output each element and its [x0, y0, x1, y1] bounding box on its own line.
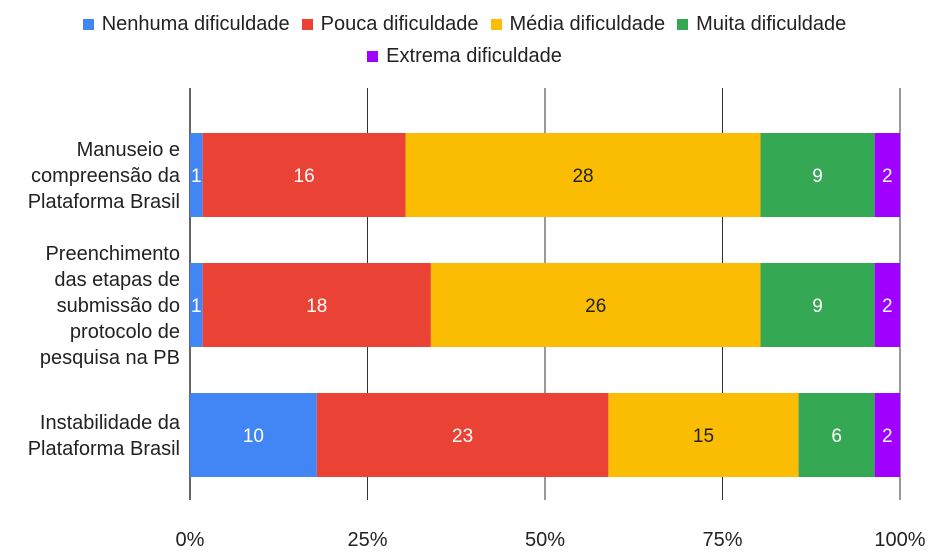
legend-label: Muita dificuldade [696, 12, 847, 35]
data-label: 9 [812, 296, 823, 317]
x-tick-label: 75% [702, 529, 742, 551]
legend-label: Nenhuma dificuldade [101, 12, 290, 35]
bar-segment [874, 133, 900, 217]
x-tick-label: 25% [347, 529, 387, 551]
data-label: 1 [191, 166, 202, 187]
category-label: Instabilidade da Plataforma Brasil [28, 412, 181, 460]
bar-segment [874, 263, 900, 347]
legend-item: Média dificuldade [490, 12, 666, 36]
legend-swatch [82, 18, 94, 30]
bar-segment [190, 263, 203, 347]
bar-segment [190, 393, 317, 477]
legend-swatch [490, 18, 502, 30]
data-label: 6 [831, 426, 842, 447]
bar-segment [202, 263, 431, 347]
data-label: 2 [882, 296, 893, 317]
legend-item: Nenhuma dificuldade [82, 12, 290, 36]
bar-segment [316, 393, 609, 477]
bar-segment [760, 263, 875, 347]
data-label: 9 [812, 166, 823, 187]
bar-segment [430, 263, 761, 347]
bar-segment [190, 133, 203, 217]
data-label: 15 [693, 426, 714, 447]
bar-segment [202, 133, 406, 217]
bar-segment [608, 393, 799, 477]
category-label: Manuseio e compreensão da Plataforma Brasi… [28, 139, 181, 213]
category-label: Preenchimento das etapas de submissão do pr… [40, 243, 180, 369]
legend-swatch [367, 50, 379, 62]
legend: Nenhuma dificuldade Pouca dificuldade Médi… [0, 8, 929, 72]
data-label: 28 [572, 166, 593, 187]
legend-row: Nenhuma dificuldade Pouca dificuldade Médi… [0, 8, 929, 40]
bar-segment [405, 133, 761, 217]
data-label: 26 [585, 296, 606, 317]
data-label: 2 [882, 426, 893, 447]
legend-item: Extrema dificuldade [367, 45, 562, 68]
legend-label: Extrema dificuldade [386, 44, 562, 67]
data-label: 2 [882, 166, 893, 187]
x-tick-label: 0% [176, 529, 205, 551]
legend-item: Pouca dificuldade [301, 12, 479, 36]
bar-segment [760, 133, 875, 217]
legend-swatch [301, 18, 313, 30]
data-label: 10 [243, 426, 264, 447]
data-label: 1 [191, 296, 202, 317]
bar-segment [798, 393, 875, 477]
data-label: 18 [306, 296, 327, 317]
legend-label: Média dificuldade [509, 12, 666, 35]
x-tick-label: 100% [874, 529, 925, 551]
legend-row: Extrema dificuldade [0, 40, 929, 72]
data-label: 16 [294, 166, 315, 187]
bar-segment [874, 393, 900, 477]
data-label: 23 [452, 426, 473, 447]
legend-label: Pouca dificuldade [320, 12, 479, 35]
x-tick-label: 50% [525, 529, 565, 551]
legend-swatch [677, 18, 689, 30]
legend-item: Muita dificuldade [677, 13, 846, 36]
